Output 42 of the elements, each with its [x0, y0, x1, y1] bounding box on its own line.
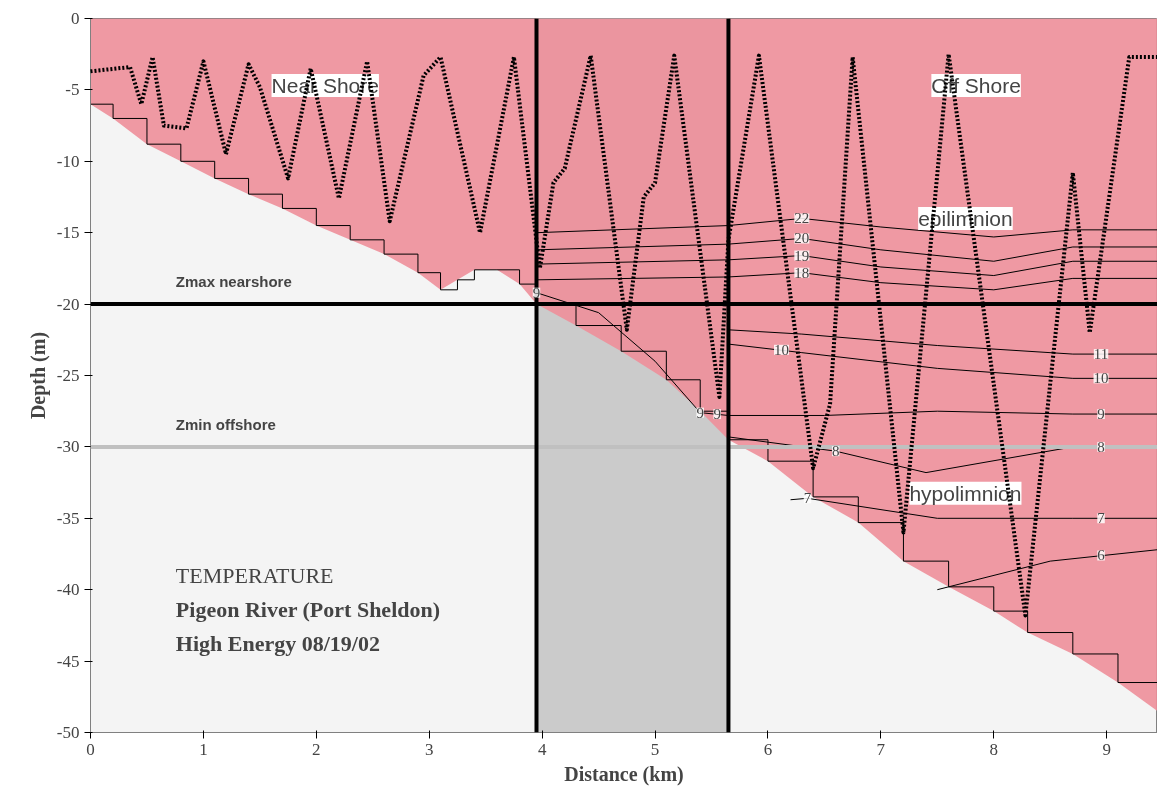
annotation: 9 — [696, 404, 704, 421]
annotation: 11 — [1093, 346, 1109, 363]
x-tick-label: 4 — [537, 739, 547, 759]
ref-line-label: Zmax nearshore — [175, 272, 292, 290]
x-tick-label: 2 — [312, 739, 321, 759]
annotation: 10 — [1093, 370, 1109, 387]
x-tick-label: 1 — [199, 739, 208, 759]
annotation: 8 — [1097, 438, 1105, 455]
y-tick-label: -45 — [56, 651, 80, 671]
annotation: 9 — [713, 406, 721, 423]
y-tick-label: -20 — [56, 294, 80, 314]
annotation: hypolimnion — [909, 481, 1022, 505]
y-tick-label: -5 — [65, 80, 80, 100]
y-tick-label: -30 — [56, 437, 80, 457]
annotation: 9 — [532, 284, 541, 301]
annotation: 10 — [774, 341, 790, 358]
x-tick-label: 7 — [876, 739, 886, 759]
annotation: 6 — [1097, 547, 1106, 564]
x-tick-label: 3 — [424, 739, 434, 759]
x-tick-label: 6 — [763, 739, 773, 759]
annotation: 8 — [831, 443, 840, 460]
y-axis-title: Depth (m) — [26, 331, 50, 420]
y-tick-label: -50 — [56, 723, 80, 742]
y-tick-label: -15 — [56, 223, 80, 243]
y-tick-label: -40 — [56, 580, 80, 600]
x-tick-label: 9 — [1102, 739, 1111, 759]
annotation: TEMPERATURE — [175, 562, 334, 588]
annotation: Pigeon River (Port Sheldon) — [175, 597, 441, 623]
x-tick-label: 5 — [650, 739, 660, 759]
y-tick-label: -35 — [56, 508, 80, 528]
y-tick-label: -25 — [56, 366, 80, 385]
annotation: epilimnion — [918, 206, 1013, 230]
x-tick-label: 0 — [86, 739, 95, 759]
annotation: 7 — [803, 490, 812, 507]
y-tick-label: 0 — [71, 9, 80, 28]
annotation: 7 — [1097, 510, 1106, 527]
x-axis-title: Distance (km) — [564, 762, 684, 786]
annotation: High Energy 08/19/02 — [175, 631, 380, 657]
annotation: 9 — [1097, 406, 1105, 423]
y-tick-label: -10 — [56, 151, 80, 171]
x-tick-label: 8 — [989, 739, 999, 759]
ref-line-label: Zmin offshore — [175, 415, 276, 433]
